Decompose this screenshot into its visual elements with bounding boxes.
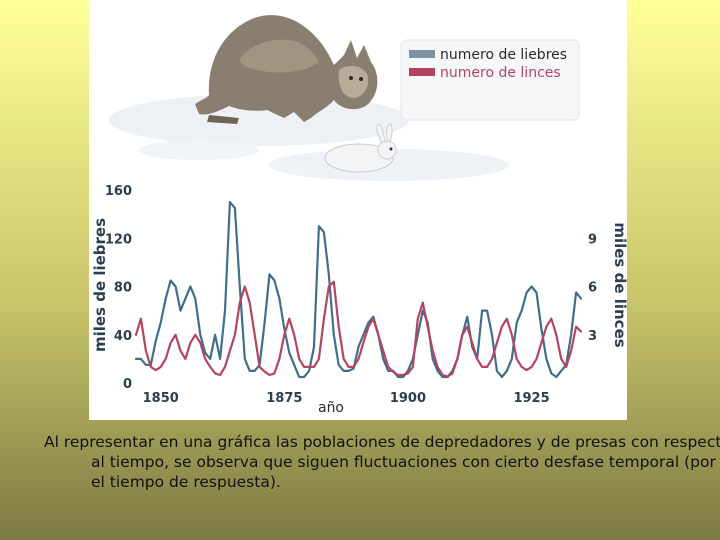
legend-label-hares: numero de liebres: [440, 47, 567, 63]
y-tick-label: 80: [114, 281, 132, 296]
legend-swatch-hares: [409, 50, 435, 58]
y-tick-label: 160: [105, 184, 132, 199]
y2-tick-label: 9: [588, 232, 597, 247]
series-line-hares: [134, 201, 583, 379]
y-axis-label: miles de liebres: [91, 218, 109, 352]
plot-lines: [134, 201, 583, 379]
x-tick-label: 1875: [266, 391, 302, 406]
y2-tick-label: 3: [588, 329, 597, 344]
series-line-lynx: [134, 280, 583, 378]
x-axis-label: año: [318, 400, 344, 416]
caption-text: Al representar en una gráfica las poblac…: [44, 433, 720, 491]
y2-tick-label: 6: [588, 281, 597, 296]
chart-figure: numero de liebres numero de linces miles…: [89, 0, 627, 420]
hare-illustration: [324, 123, 397, 173]
y-tick-label: 120: [105, 232, 132, 247]
y-tick-label: 40: [114, 329, 132, 344]
y2-axis-label: miles de linces: [611, 222, 627, 347]
legend: numero de liebres numero de linces: [400, 39, 580, 121]
y-axis-ticks: 0 40 80 120 160: [105, 184, 132, 392]
legend-label-lynx: numero de linces: [440, 65, 561, 81]
y2-axis-ticks: 3 6 9: [588, 232, 597, 344]
x-tick-label: 1850: [143, 391, 179, 406]
legend-swatch-lynx: [409, 68, 435, 76]
lynx-hare-chart: numero de liebres numero de linces miles…: [91, 15, 627, 416]
x-tick-label: 1900: [390, 391, 426, 406]
x-tick-label: 1925: [513, 391, 549, 406]
x-axis-ticks: 1850 1875 1900 1925: [143, 391, 550, 406]
lynx-illustration: [195, 15, 378, 124]
y-tick-label: 0: [123, 377, 132, 392]
